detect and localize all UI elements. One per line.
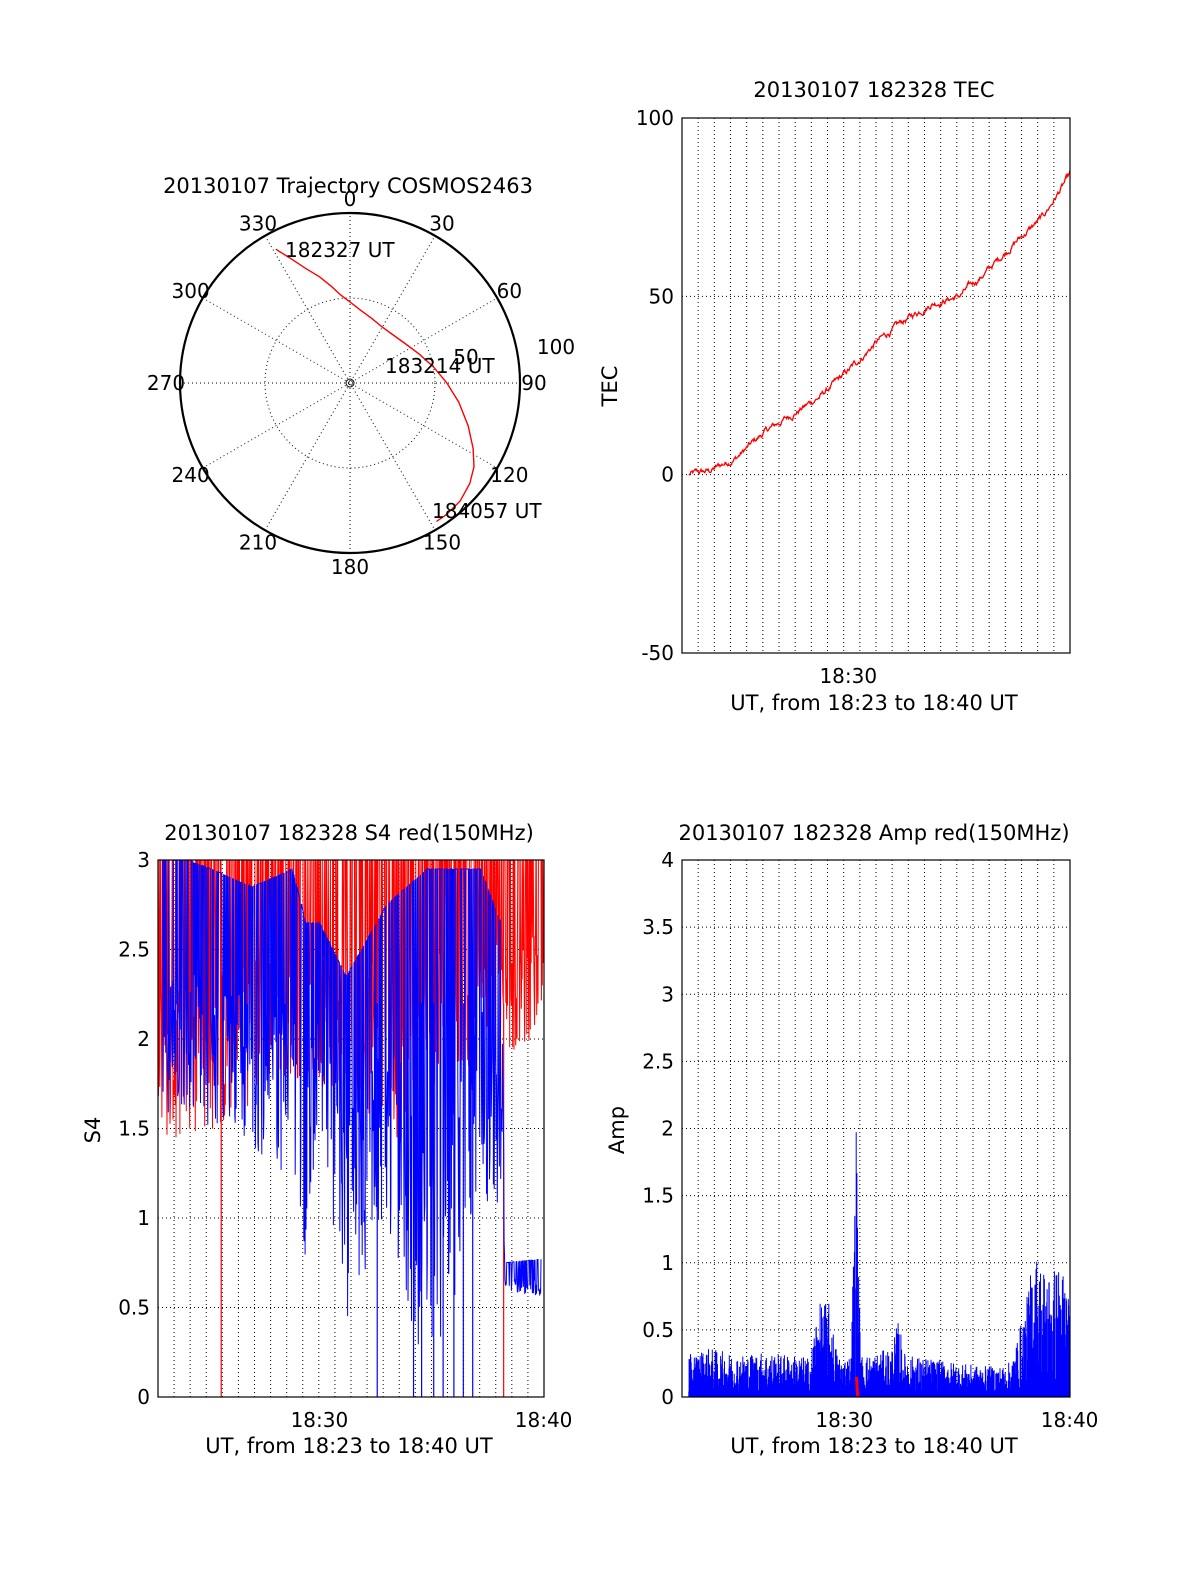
- polar-angle-label: 90: [521, 371, 546, 395]
- polar-angle-label: 300: [172, 279, 210, 303]
- amp-red-series: [854, 1376, 860, 1398]
- trajectory-title: 20130107 Trajectory COSMOS2463: [163, 174, 533, 198]
- trajectory-start-label: 182327 UT: [285, 238, 395, 262]
- polar-angle-label: 0: [344, 187, 357, 211]
- y-tick-label: 0: [661, 1385, 674, 1409]
- polar-angle-label: 270: [147, 371, 185, 395]
- polar-angle-label: 210: [239, 530, 277, 554]
- x-tick-label: 18:30: [815, 1408, 873, 1432]
- x-tick-label: 18:40: [1041, 1408, 1099, 1432]
- s4-x-tick-labels: 18:30 18:40: [291, 1408, 573, 1432]
- y-tick-label: 2.5: [642, 1049, 674, 1073]
- polar-spoke: [202, 297, 498, 469]
- amp-axes-frame: [681, 859, 1071, 1398]
- amp-panel: 20130107 182328 Amp red(150MHz) 0 0.5 1 1.5…: [605, 821, 1098, 1458]
- polar-angle-label: 180: [331, 555, 369, 579]
- polar-angle-label: 150: [423, 530, 461, 554]
- s4-x-axis-label: UT, from 18:23 to 18:40 UT: [205, 1434, 493, 1458]
- trajectory-panel: 20130107 Trajectory COSMOS2463 0 30 60 90 12…: [147, 174, 575, 579]
- y-tick-label: 3: [661, 982, 674, 1006]
- polar-spoke: [264, 235, 436, 531]
- x-tick-label: 18:40: [515, 1408, 573, 1432]
- s4-panel: 20130107 182328 S4 red(150MHz) 0 0.5 1 1.5 2…: [81, 821, 572, 1458]
- polar-angle-label: 60: [497, 279, 522, 303]
- y-tick-label: 1.5: [118, 1117, 150, 1141]
- amp-blue-series: [688, 1132, 1071, 1397]
- polar-angle-label: 30: [429, 212, 454, 236]
- polar-angle-label: 240: [172, 463, 210, 487]
- polar-spokes: [180, 213, 520, 553]
- y-tick-label: 100: [636, 106, 674, 130]
- polar-angle-label: 120: [490, 463, 528, 487]
- y-tick-label: 2.5: [118, 938, 150, 962]
- y-tick-label: -50: [641, 641, 674, 665]
- s4-y-axis-label: S4: [81, 1117, 105, 1144]
- y-tick-label: 4: [661, 848, 674, 872]
- s4-title: 20130107 182328 S4 red(150MHz): [164, 821, 534, 845]
- polar-angle-label: 330: [239, 212, 277, 236]
- amp-x-axis-label: UT, from 18:23 to 18:40 UT: [730, 1434, 1018, 1458]
- amp-baseline-band: [688, 1390, 1070, 1397]
- radial-label-50: 50: [453, 345, 478, 369]
- tec-x-tick-labels: 18:30: [819, 664, 877, 688]
- s4-series-line: [162, 859, 542, 1345]
- tec-y-tick-labels: -50 0 50 100: [636, 106, 674, 665]
- polar-spoke: [264, 235, 436, 531]
- x-tick-label: 18:30: [291, 1408, 349, 1432]
- trajectory-mid-label: 183214 UT: [385, 354, 495, 378]
- y-tick-label: 0.5: [642, 1318, 674, 1342]
- polar-spoke: [202, 297, 498, 469]
- y-tick-label: 2: [137, 1027, 150, 1051]
- s4-y-tick-labels: 0 0.5 1 1.5 2 2.5 3: [118, 848, 150, 1409]
- amp-x-tick-labels: 18:30 18:40: [815, 1408, 1098, 1432]
- polar-center-marker: [345, 378, 355, 388]
- radial-label-100: 100: [537, 335, 575, 359]
- tec-y-axis-label: TEC: [598, 366, 622, 408]
- polar-angle-labels: 0 30 60 90 120 150 180 210 240 270 300 330: [147, 187, 547, 579]
- y-tick-label: 1: [661, 1251, 674, 1275]
- tec-title: 20130107 182328 TEC: [753, 78, 994, 102]
- amp-y-axis-label: Amp: [605, 1106, 629, 1154]
- y-tick-label: 1: [137, 1206, 150, 1230]
- tec-grid: [682, 118, 1070, 653]
- y-tick-label: 2: [661, 1117, 674, 1141]
- trajectory-end-label: 184057 UT: [432, 499, 542, 523]
- y-tick-label: 3: [137, 848, 150, 872]
- s4-axes-frame: [157, 859, 545, 1398]
- s4-blue-series: [162, 859, 542, 1397]
- polar-inner-circle: [264, 297, 436, 469]
- y-tick-label: 1.5: [642, 1184, 674, 1208]
- y-tick-label: 0: [661, 463, 674, 487]
- tec-series-line: [688, 170, 1071, 476]
- y-tick-label: 0.5: [118, 1296, 150, 1320]
- y-tick-label: 3.5: [642, 915, 674, 939]
- trajectory-line: [275, 248, 475, 522]
- y-tick-label: 0: [137, 1385, 150, 1409]
- x-tick-label: 18:30: [819, 664, 877, 688]
- amp-y-tick-labels: 0 0.5 1 1.5 2 2.5 3 3.5 4: [642, 848, 674, 1409]
- y-tick-label: 50: [649, 284, 674, 308]
- tec-axes-frame: [681, 117, 1071, 654]
- tec-x-axis-label: UT, from 18:23 to 18:40 UT: [730, 691, 1018, 715]
- amp-series-line: [688, 1132, 1071, 1397]
- amp-red-mark: [854, 1376, 860, 1398]
- amp-grid: [682, 860, 1070, 1397]
- amp-title: 20130107 182328 Amp red(150MHz): [678, 821, 1069, 845]
